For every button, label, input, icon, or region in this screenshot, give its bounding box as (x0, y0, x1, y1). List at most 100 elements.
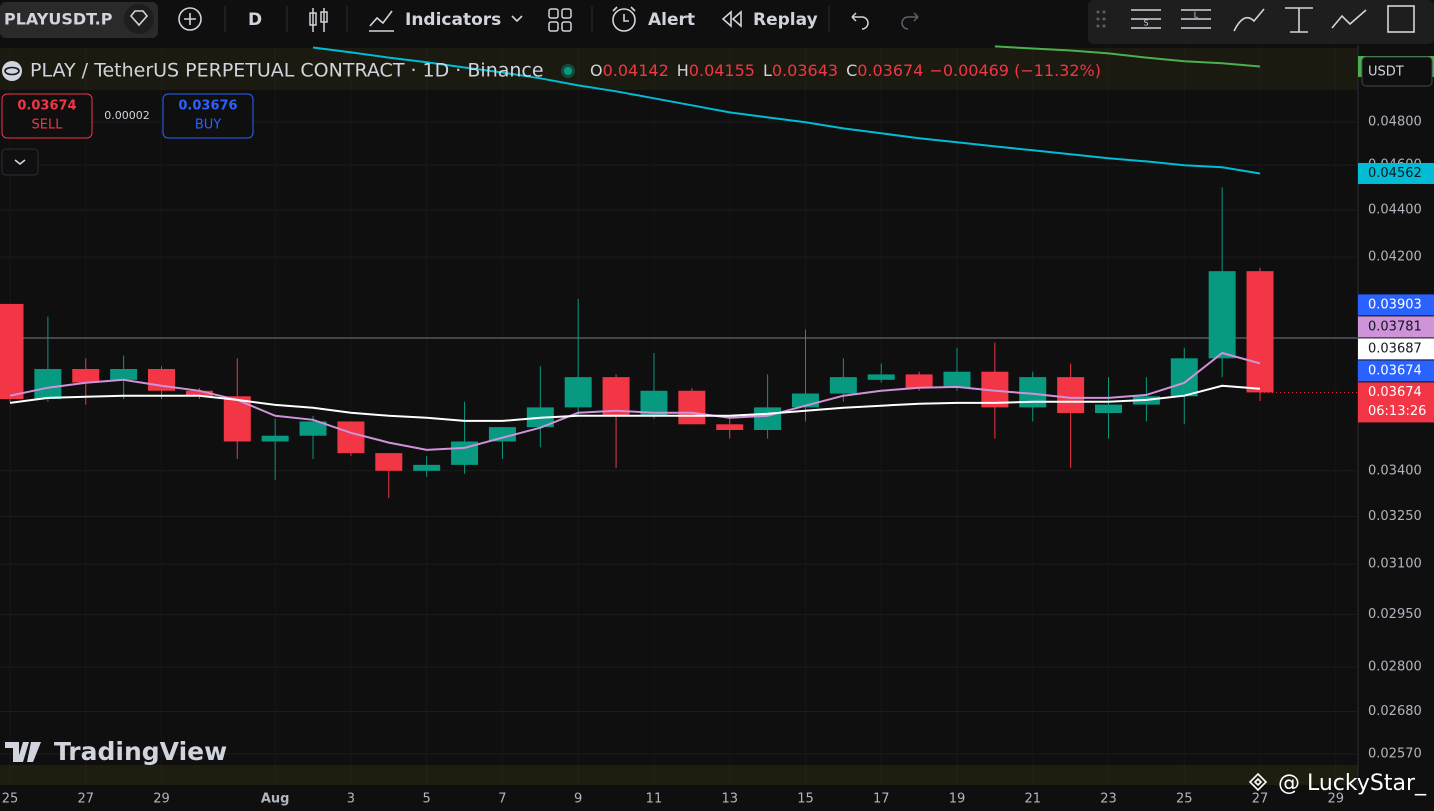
candle-body (299, 421, 327, 436)
x-tick-label: 5 (423, 792, 431, 807)
measure-tool[interactable] (1285, 7, 1313, 33)
drawing-toolbar (1088, 0, 1434, 44)
currency[interactable]: USDT (1368, 65, 1404, 80)
x-tick-label: 17 (873, 792, 890, 807)
rectangle-tool[interactable] (1387, 5, 1415, 33)
candle-body (72, 369, 100, 383)
ma-line (9, 351, 1261, 451)
candle-body (34, 369, 62, 400)
candle-body (678, 390, 706, 425)
symbol-logo-mark (4, 66, 20, 76)
candle-body (716, 424, 744, 430)
y-tick-label: 0.04800 (1368, 115, 1422, 130)
y-tick-label: 0.02680 (1368, 704, 1422, 719)
tool-letter: L (1194, 11, 1199, 20)
ohlc-value: 0.04142 (603, 61, 669, 80)
candle-body (754, 407, 782, 430)
ma-line (312, 46, 1261, 175)
x-tick-label: 27 (1252, 792, 1269, 807)
candle-body (1246, 271, 1274, 393)
price-label: 0.03781 (1368, 319, 1422, 334)
axis-bg (0, 785, 1434, 811)
close-label-bg (1358, 382, 1434, 423)
candle-body (375, 453, 403, 471)
collapse-button[interactable] (1, 148, 39, 176)
close-label: 0.03674 (1368, 385, 1422, 400)
ma-line (9, 384, 1261, 422)
price-label: 0.03903 (1368, 297, 1422, 312)
sell-label[interactable]: SELL (32, 118, 64, 133)
candle-body (0, 303, 24, 400)
symbol-icon-bg (124, 4, 154, 34)
candle-body (867, 374, 895, 380)
long-position-tool[interactable] (1181, 9, 1211, 29)
undo-icon[interactable] (851, 12, 869, 30)
candles-icon-body (320, 11, 328, 23)
price-label: 0.03674 (1368, 363, 1422, 378)
currency-button[interactable] (1361, 56, 1433, 87)
replay[interactable]: Replay (753, 10, 818, 30)
alert-icon[interactable] (612, 8, 636, 32)
indicators[interactable]: Indicators (405, 10, 501, 30)
x-tick-label: 11 (646, 792, 663, 807)
short-position-tool[interactable] (1131, 9, 1161, 29)
interval[interactable]: D (248, 10, 262, 30)
ohlc-value: 0.03674 (857, 61, 923, 80)
diamond-icon[interactable] (129, 10, 149, 27)
price-label: 0.04562 (1368, 166, 1422, 181)
price-label-bg (1358, 316, 1434, 338)
redo-icon[interactable] (901, 12, 919, 30)
layout-icon[interactable] (548, 8, 572, 32)
indicators-icon[interactable] (369, 10, 394, 32)
spread: 0.00002 (104, 109, 150, 122)
chevron[interactable] (511, 15, 523, 23)
y-tick-label: 0.02950 (1368, 607, 1422, 622)
watermark: TradingView (54, 737, 227, 766)
x-tick-label: 9 (574, 792, 582, 807)
alert-icon-hands (612, 6, 636, 22)
trend-tool[interactable] (1331, 9, 1367, 29)
signature: @ LuckyStar_ (1278, 771, 1427, 796)
price-label-bg (1358, 338, 1434, 360)
buy-label[interactable]: BUY (195, 118, 221, 133)
candle-body (488, 427, 516, 442)
buy-price[interactable]: 0.03676 (178, 99, 237, 114)
candle-body (110, 369, 138, 380)
candle-body (602, 377, 630, 416)
buy-button[interactable] (162, 93, 254, 139)
legend-title: PLAY / TetherUS PERPETUAL CONTRACT · 1D … (30, 60, 544, 82)
tool-letter: S (1143, 19, 1148, 28)
y-tick-label: 0.03250 (1368, 509, 1422, 524)
candle-body (185, 390, 213, 397)
chevron (14, 159, 26, 166)
brush-tool[interactable] (1233, 8, 1265, 32)
price-label-bg (1358, 294, 1434, 316)
candle-body (943, 371, 971, 389)
sell-button[interactable] (1, 93, 93, 139)
x-tick-label: 25 (2, 792, 19, 807)
tv-logo (5, 742, 41, 762)
plot (0, 45, 1358, 498)
ohlc-value: 0.04155 (689, 61, 755, 80)
ohlc-letter: O (590, 61, 603, 80)
replay-icon[interactable] (721, 10, 742, 28)
x-tick-label: 15 (797, 792, 814, 807)
add-icon[interactable] (178, 7, 202, 31)
symbol[interactable]: PLAYUSDT.P (4, 10, 113, 29)
drag-handle[interactable] (1096, 10, 1106, 28)
bottom-band (0, 765, 1358, 785)
x-tick-label: 3 (347, 792, 355, 807)
ohlc-letter: L (763, 61, 772, 80)
ohlc-letter: C (846, 61, 857, 80)
y-tick-label: 0.02570 (1368, 746, 1422, 761)
ohlc-legend: O0.04142 H0.04155 L0.03643 C0.03674 −0.00469… (590, 61, 1101, 80)
ma-line (994, 45, 1261, 68)
x-tick-label: 29 (153, 792, 170, 807)
x-tick-label: 25 (1176, 792, 1193, 807)
ohlc-value: 0.03643 (772, 61, 838, 80)
sell-price[interactable]: 0.03674 (17, 99, 76, 114)
alert[interactable]: Alert (648, 10, 695, 30)
symbol-button[interactable] (0, 2, 158, 38)
